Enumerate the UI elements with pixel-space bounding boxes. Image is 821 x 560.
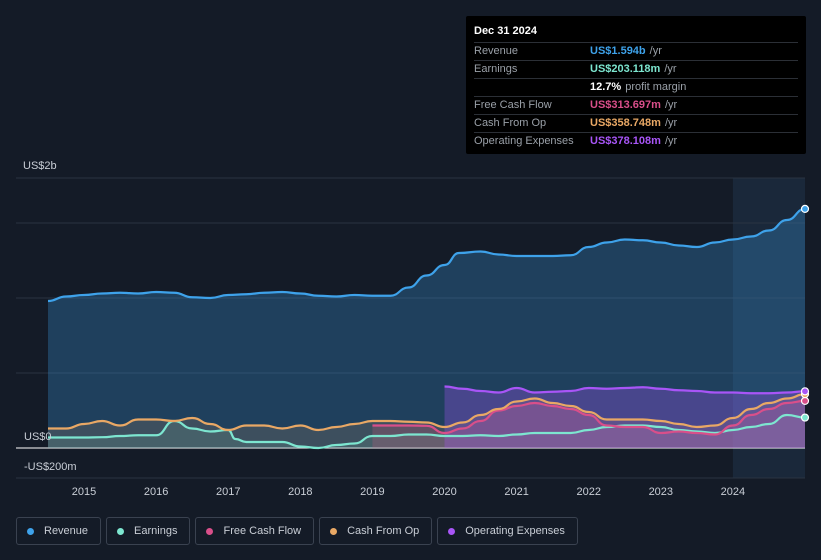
tooltip-row: Free Cash Flow US$313.697m/yr [474,97,798,115]
tooltip-row: Operating Expenses US$378.108m/yr [474,133,798,150]
tooltip-row: Cash From Op US$358.748m/yr [474,115,798,133]
y-zero-label: US$0 [24,431,52,443]
tooltip-row-value: 12.7% [590,81,622,93]
x-tick-label: 2021 [504,486,528,498]
tooltip-row-unit: /yr [649,45,662,57]
tooltip-row-value: US$203.118m [590,63,661,75]
tooltip-row-label: Free Cash Flow [474,99,552,111]
legend-item-revenue[interactable]: Revenue [16,517,102,545]
legend-dot-icon [448,527,456,535]
line-revenue [47,207,806,303]
x-tick-label: 2018 [288,486,312,498]
endpoint-earnings [800,413,810,422]
x-tick-label: 2019 [360,486,384,498]
tooltip-row-unit: /yr [664,135,678,147]
x-tick-label: 2016 [144,486,168,498]
axis-ticks: 2015 2016 2017 2018 2019 2020 2021 2022 2023 2024… [24,431,745,498]
legend-dot-icon [206,527,214,535]
tooltip-row-label: Revenue [474,45,519,57]
data-tooltip: Dec 31 2024 Revenue US$1.594b/yr Earnings U… [466,16,806,154]
line-operating-expenses [444,385,806,395]
tooltip-row-unit: /yr [664,63,677,75]
y-axis-top-label: US$2b [23,160,57,172]
tooltip-row-label: Operating Expenses [474,135,574,147]
legend-item-cash-from-op[interactable]: Cash From Op [319,517,433,545]
legend-dot-icon [117,527,125,535]
tooltip-row-unit: /yr [664,99,678,111]
legend-label: Revenue [44,525,89,537]
tooltip-row-unit: profit margin [625,81,687,93]
x-tick-label: 2015 [72,486,96,498]
tooltip-rows: Revenue US$1.594b/yr Earnings US$203.118m/y… [474,43,798,150]
y-bottom-label: -US$200m [24,461,77,473]
tooltip-row-label: Earnings [474,63,518,75]
tooltip-row-value: US$1.594b [590,45,646,57]
area-cash-from-op [48,394,805,448]
legend-item-operating-expenses[interactable]: Operating Expenses [437,517,578,545]
line-cash-from-op [47,393,806,432]
chart-legend: Revenue Earnings Free Cash Flow Cash From O… [16,517,578,545]
series-areas [48,208,805,448]
tooltip-row-value: US$358.748m [590,117,661,129]
legend-label: Operating Expenses [465,525,565,537]
legend-item-free-cash-flow[interactable]: Free Cash Flow [195,517,315,545]
endpoint-free-cash-flow [800,396,810,405]
x-tick-label: 2020 [432,486,456,498]
endpoint-revenue [800,204,810,213]
tooltip-row-value: US$378.108m [590,135,661,147]
x-tick-label: 2024 [721,486,745,498]
legend-dot-icon [27,527,34,535]
legend-item-earnings[interactable]: Earnings [106,517,191,545]
tooltip-date: Dec 31 2024 [474,24,798,43]
tooltip-row: Revenue US$1.594b/yr [474,43,798,61]
legend-label: Free Cash Flow [223,525,302,537]
grid-lines [16,177,805,479]
tooltip-row-unit: /yr [664,117,678,129]
legend-label: Earnings [134,525,178,537]
series-lines [47,204,810,450]
area-operating-expenses [444,386,805,448]
tooltip-row: Earnings US$203.118m/yr [474,61,798,79]
x-tick-label: 2022 [576,486,600,498]
tooltip-row: 12.7% profit margin [474,79,798,97]
line-free-cash-flow [372,399,806,436]
tooltip-row-label: Cash From Op [474,117,547,129]
x-tick-label: 2023 [649,486,673,498]
legend-dot-icon [330,527,338,535]
endpoint-operating-expenses [800,387,810,396]
tooltip-row-value: US$313.697m [590,99,661,111]
legend-label: Cash From Op [347,525,420,537]
x-tick-label: 2017 [216,486,240,498]
tooltip-row-label [474,79,590,96]
